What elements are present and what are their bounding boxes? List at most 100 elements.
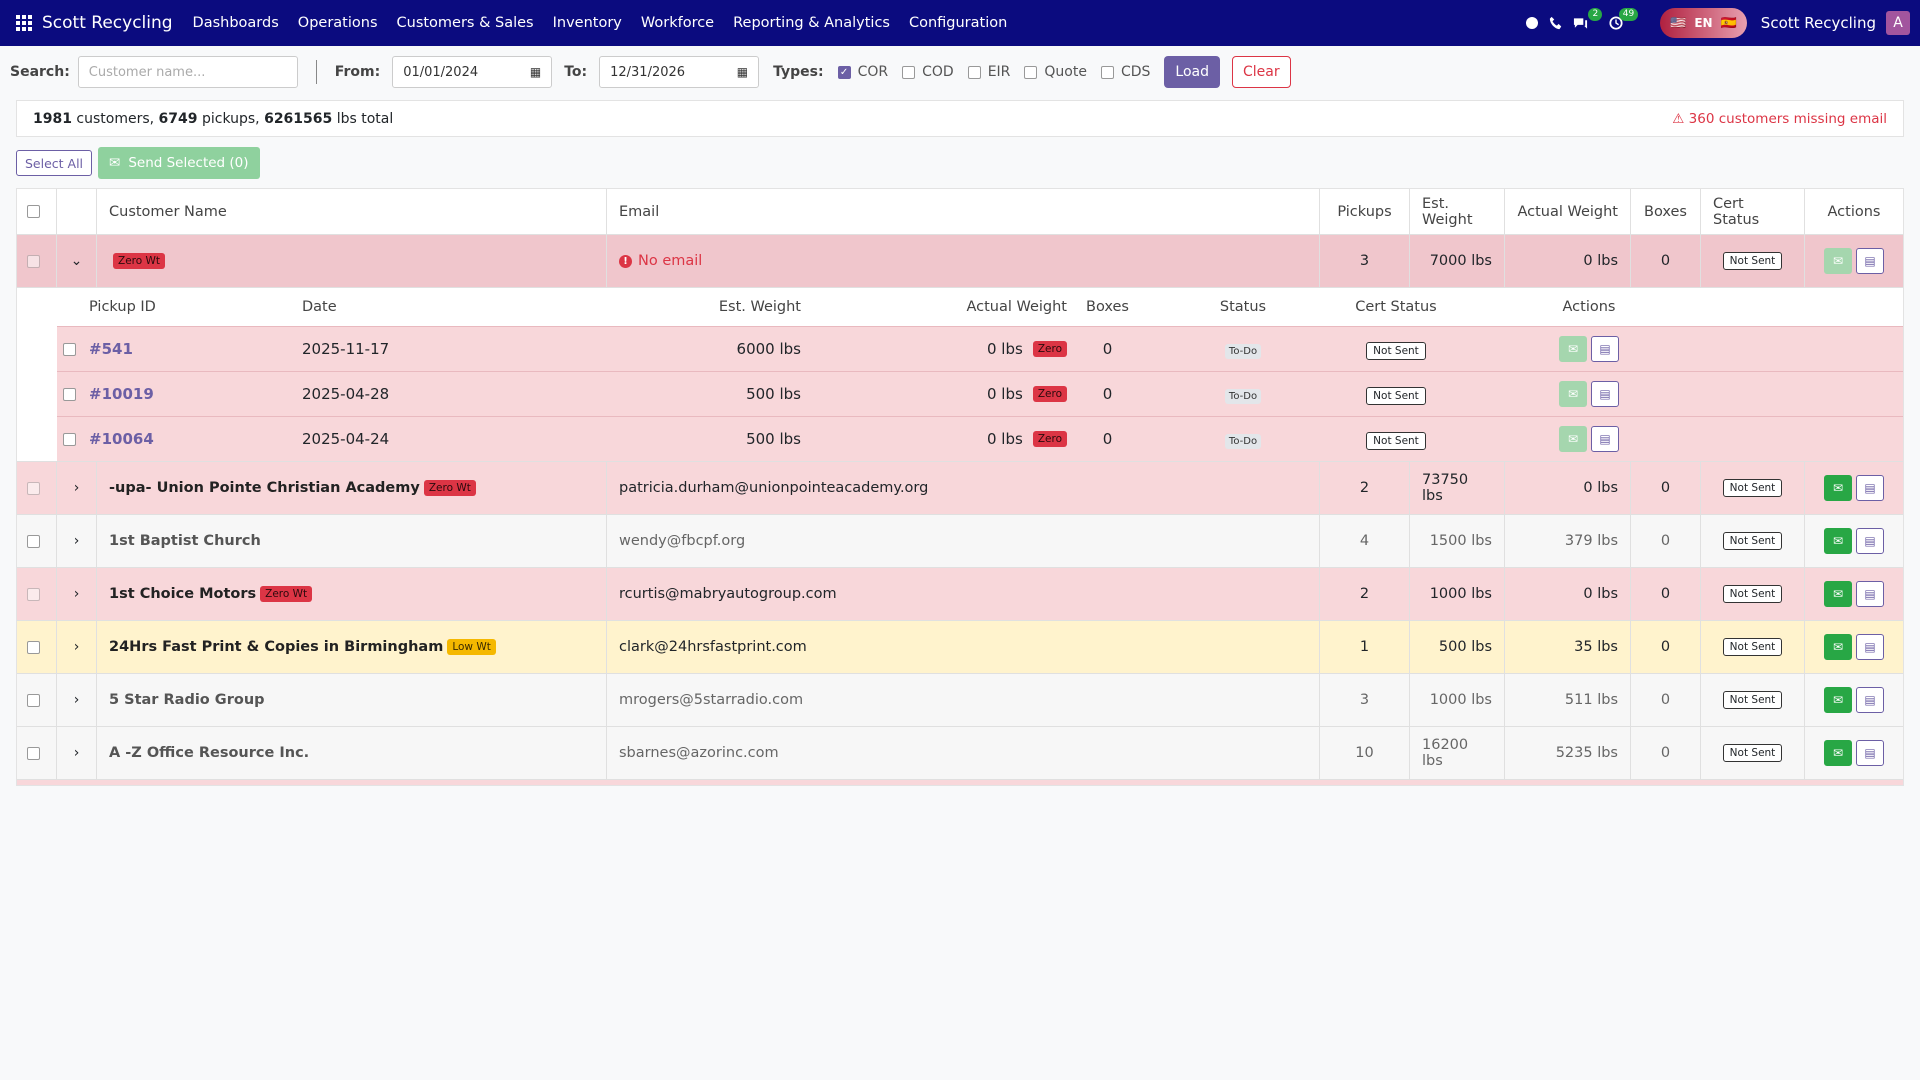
send-selected-button[interactable]: ✉ Send Selected (0) xyxy=(98,147,260,179)
checkbox-icon[interactable] xyxy=(26,640,40,654)
brand-title[interactable]: Scott Recycling xyxy=(42,13,173,33)
pickup-row[interactable]: #10064 2025-04-24 500 lbs 0 lbs Zero 0 To… xyxy=(57,416,1903,461)
send-email-button[interactable]: ✉ xyxy=(1559,426,1587,452)
to-date-input[interactable]: 12/31/2026 ▦ xyxy=(599,56,760,88)
send-email-button[interactable]: ✉ xyxy=(1824,634,1852,660)
customer-name[interactable]: 24Hrs Fast Print & Copies in Birmingham xyxy=(109,639,444,655)
checkbox-icon[interactable] xyxy=(1100,65,1114,79)
pdf-button[interactable]: ▤ xyxy=(1856,740,1884,766)
load-button[interactable]: Load xyxy=(1164,56,1220,88)
checkbox-icon[interactable] xyxy=(63,387,76,401)
header-est-weight[interactable]: Est. Weight xyxy=(1410,189,1505,234)
checkbox-icon[interactable] xyxy=(26,534,40,548)
activity-clock-icon[interactable]: 49 xyxy=(1608,8,1639,31)
pickup-checkbox[interactable] xyxy=(57,387,89,401)
row-checkbox[interactable] xyxy=(17,674,57,726)
expand-chevron-icon[interactable]: › xyxy=(57,674,97,726)
pdf-button[interactable]: ▤ xyxy=(1856,248,1884,274)
pickup-checkbox[interactable] xyxy=(57,432,89,446)
pickup-id-link[interactable]: #10019 xyxy=(89,385,154,403)
expand-chevron-icon[interactable]: › xyxy=(57,568,97,620)
table-row[interactable]: › A -Z Office Resource Inc. sbarnes@azor… xyxy=(17,727,1903,780)
table-row[interactable] xyxy=(17,780,1903,785)
checkbox-icon[interactable] xyxy=(902,65,916,79)
pickup-row[interactable]: #541 2025-11-17 6000 lbs 0 lbs Zero 0 To-… xyxy=(57,326,1903,371)
chat-icon[interactable]: 2 xyxy=(1572,8,1603,31)
status-dot-icon[interactable] xyxy=(1524,15,1540,31)
customer-name[interactable]: -upa- Union Pointe Christian Academy xyxy=(109,480,420,496)
company-name[interactable]: Scott Recycling xyxy=(1760,14,1876,32)
header-customer-name[interactable]: Customer Name xyxy=(97,189,607,234)
row-checkbox[interactable] xyxy=(17,515,57,567)
checkbox-icon[interactable] xyxy=(967,65,981,79)
calendar-icon[interactable]: ▦ xyxy=(736,65,749,79)
send-email-button[interactable]: ✉ xyxy=(1824,248,1852,274)
menu-reporting-analytics[interactable]: Reporting & Analytics xyxy=(733,15,890,31)
type-quote-checkbox[interactable]: Quote xyxy=(1024,64,1087,80)
header-email[interactable]: Email xyxy=(607,189,1320,234)
send-email-button[interactable]: ✉ xyxy=(1824,528,1852,554)
checkbox-icon[interactable] xyxy=(26,587,40,601)
select-all-button[interactable]: Select All xyxy=(16,150,93,176)
customer-name[interactable]: A -Z Office Resource Inc. xyxy=(109,745,310,761)
pdf-button[interactable]: ▤ xyxy=(1591,381,1619,407)
send-email-button[interactable]: ✉ xyxy=(1824,740,1852,766)
type-cds-checkbox[interactable]: CDS xyxy=(1100,64,1150,80)
checkbox-icon[interactable] xyxy=(63,432,76,446)
table-row[interactable]: › 1st Choice Motors Zero Wt rcurtis@mabry… xyxy=(17,568,1903,621)
pickup-id-link[interactable]: #541 xyxy=(89,340,133,358)
header-select-checkbox[interactable] xyxy=(17,189,57,234)
menu-dashboards[interactable]: Dashboards xyxy=(192,15,279,31)
menu-inventory[interactable]: Inventory xyxy=(552,15,622,31)
pdf-button[interactable]: ▤ xyxy=(1856,687,1884,713)
table-row[interactable]: › -upa- Union Pointe Christian Academy Ze… xyxy=(17,462,1903,515)
pickup-id-link[interactable]: #10064 xyxy=(89,430,154,448)
expand-chevron-icon[interactable]: › xyxy=(57,515,97,567)
pdf-button[interactable]: ▤ xyxy=(1856,475,1884,501)
header-actual-weight[interactable]: Actual Weight xyxy=(1505,189,1631,234)
menu-workforce[interactable]: Workforce xyxy=(640,15,715,31)
search-input[interactable]: Customer name... xyxy=(77,56,298,88)
header-pickups[interactable]: Pickups xyxy=(1320,189,1410,234)
pdf-button[interactable]: ▤ xyxy=(1856,634,1884,660)
pdf-button[interactable]: ▤ xyxy=(1856,528,1884,554)
type-cor-checkbox[interactable]: ✓ COR xyxy=(837,64,888,80)
send-email-button[interactable]: ✉ xyxy=(1559,381,1587,407)
calendar-icon[interactable]: ▦ xyxy=(529,65,542,79)
send-email-button[interactable]: ✉ xyxy=(1824,475,1852,501)
expand-chevron-icon[interactable]: › xyxy=(57,621,97,673)
clear-button[interactable]: Clear xyxy=(1232,56,1291,88)
checkbox-icon[interactable] xyxy=(26,254,40,268)
collapse-chevron-icon[interactable]: ⌄ xyxy=(57,235,97,287)
send-email-button[interactable]: ✉ xyxy=(1824,581,1852,607)
checkbox-icon[interactable] xyxy=(26,693,40,707)
checkbox-icon[interactable] xyxy=(63,342,76,356)
menu-customers-sales[interactable]: Customers & Sales xyxy=(396,15,534,31)
apps-grid-icon[interactable] xyxy=(16,15,32,31)
customer-name[interactable]: 1st Choice Motors xyxy=(109,586,257,602)
table-row[interactable]: › 1st Baptist Church wendy@fbcpf.org 4 1… xyxy=(17,515,1903,568)
customer-name[interactable]: 1st Baptist Church xyxy=(109,533,261,549)
row-checkbox[interactable] xyxy=(17,235,57,287)
send-email-button[interactable]: ✉ xyxy=(1824,687,1852,713)
checkbox-icon[interactable] xyxy=(26,746,40,760)
send-email-button[interactable]: ✉ xyxy=(1559,336,1587,362)
type-eir-checkbox[interactable]: EIR xyxy=(967,64,1010,80)
header-boxes[interactable]: Boxes xyxy=(1631,189,1701,234)
checkbox-checked-icon[interactable]: ✓ xyxy=(837,65,851,79)
row-checkbox[interactable] xyxy=(17,568,57,620)
from-date-input[interactable]: 01/01/2024 ▦ xyxy=(392,56,553,88)
row-checkbox[interactable] xyxy=(17,727,57,779)
checkbox-icon[interactable] xyxy=(26,205,40,218)
row-checkbox[interactable] xyxy=(17,621,57,673)
menu-configuration[interactable]: Configuration xyxy=(908,15,1008,31)
type-cod-checkbox[interactable]: COD xyxy=(902,64,954,80)
user-avatar[interactable]: A xyxy=(1886,11,1910,35)
header-cert-status[interactable]: Cert Status xyxy=(1701,189,1805,234)
checkbox-icon[interactable] xyxy=(26,481,40,495)
customer-name[interactable]: 5 Star Radio Group xyxy=(109,692,265,708)
table-row[interactable]: ⌄ Zero Wt ! No email 3 7000 lbs 0 lbs 0 N… xyxy=(17,235,1903,288)
checkbox-icon[interactable] xyxy=(1024,65,1038,79)
expand-chevron-icon[interactable]: › xyxy=(57,462,97,514)
phone-icon[interactable] xyxy=(1548,15,1564,31)
